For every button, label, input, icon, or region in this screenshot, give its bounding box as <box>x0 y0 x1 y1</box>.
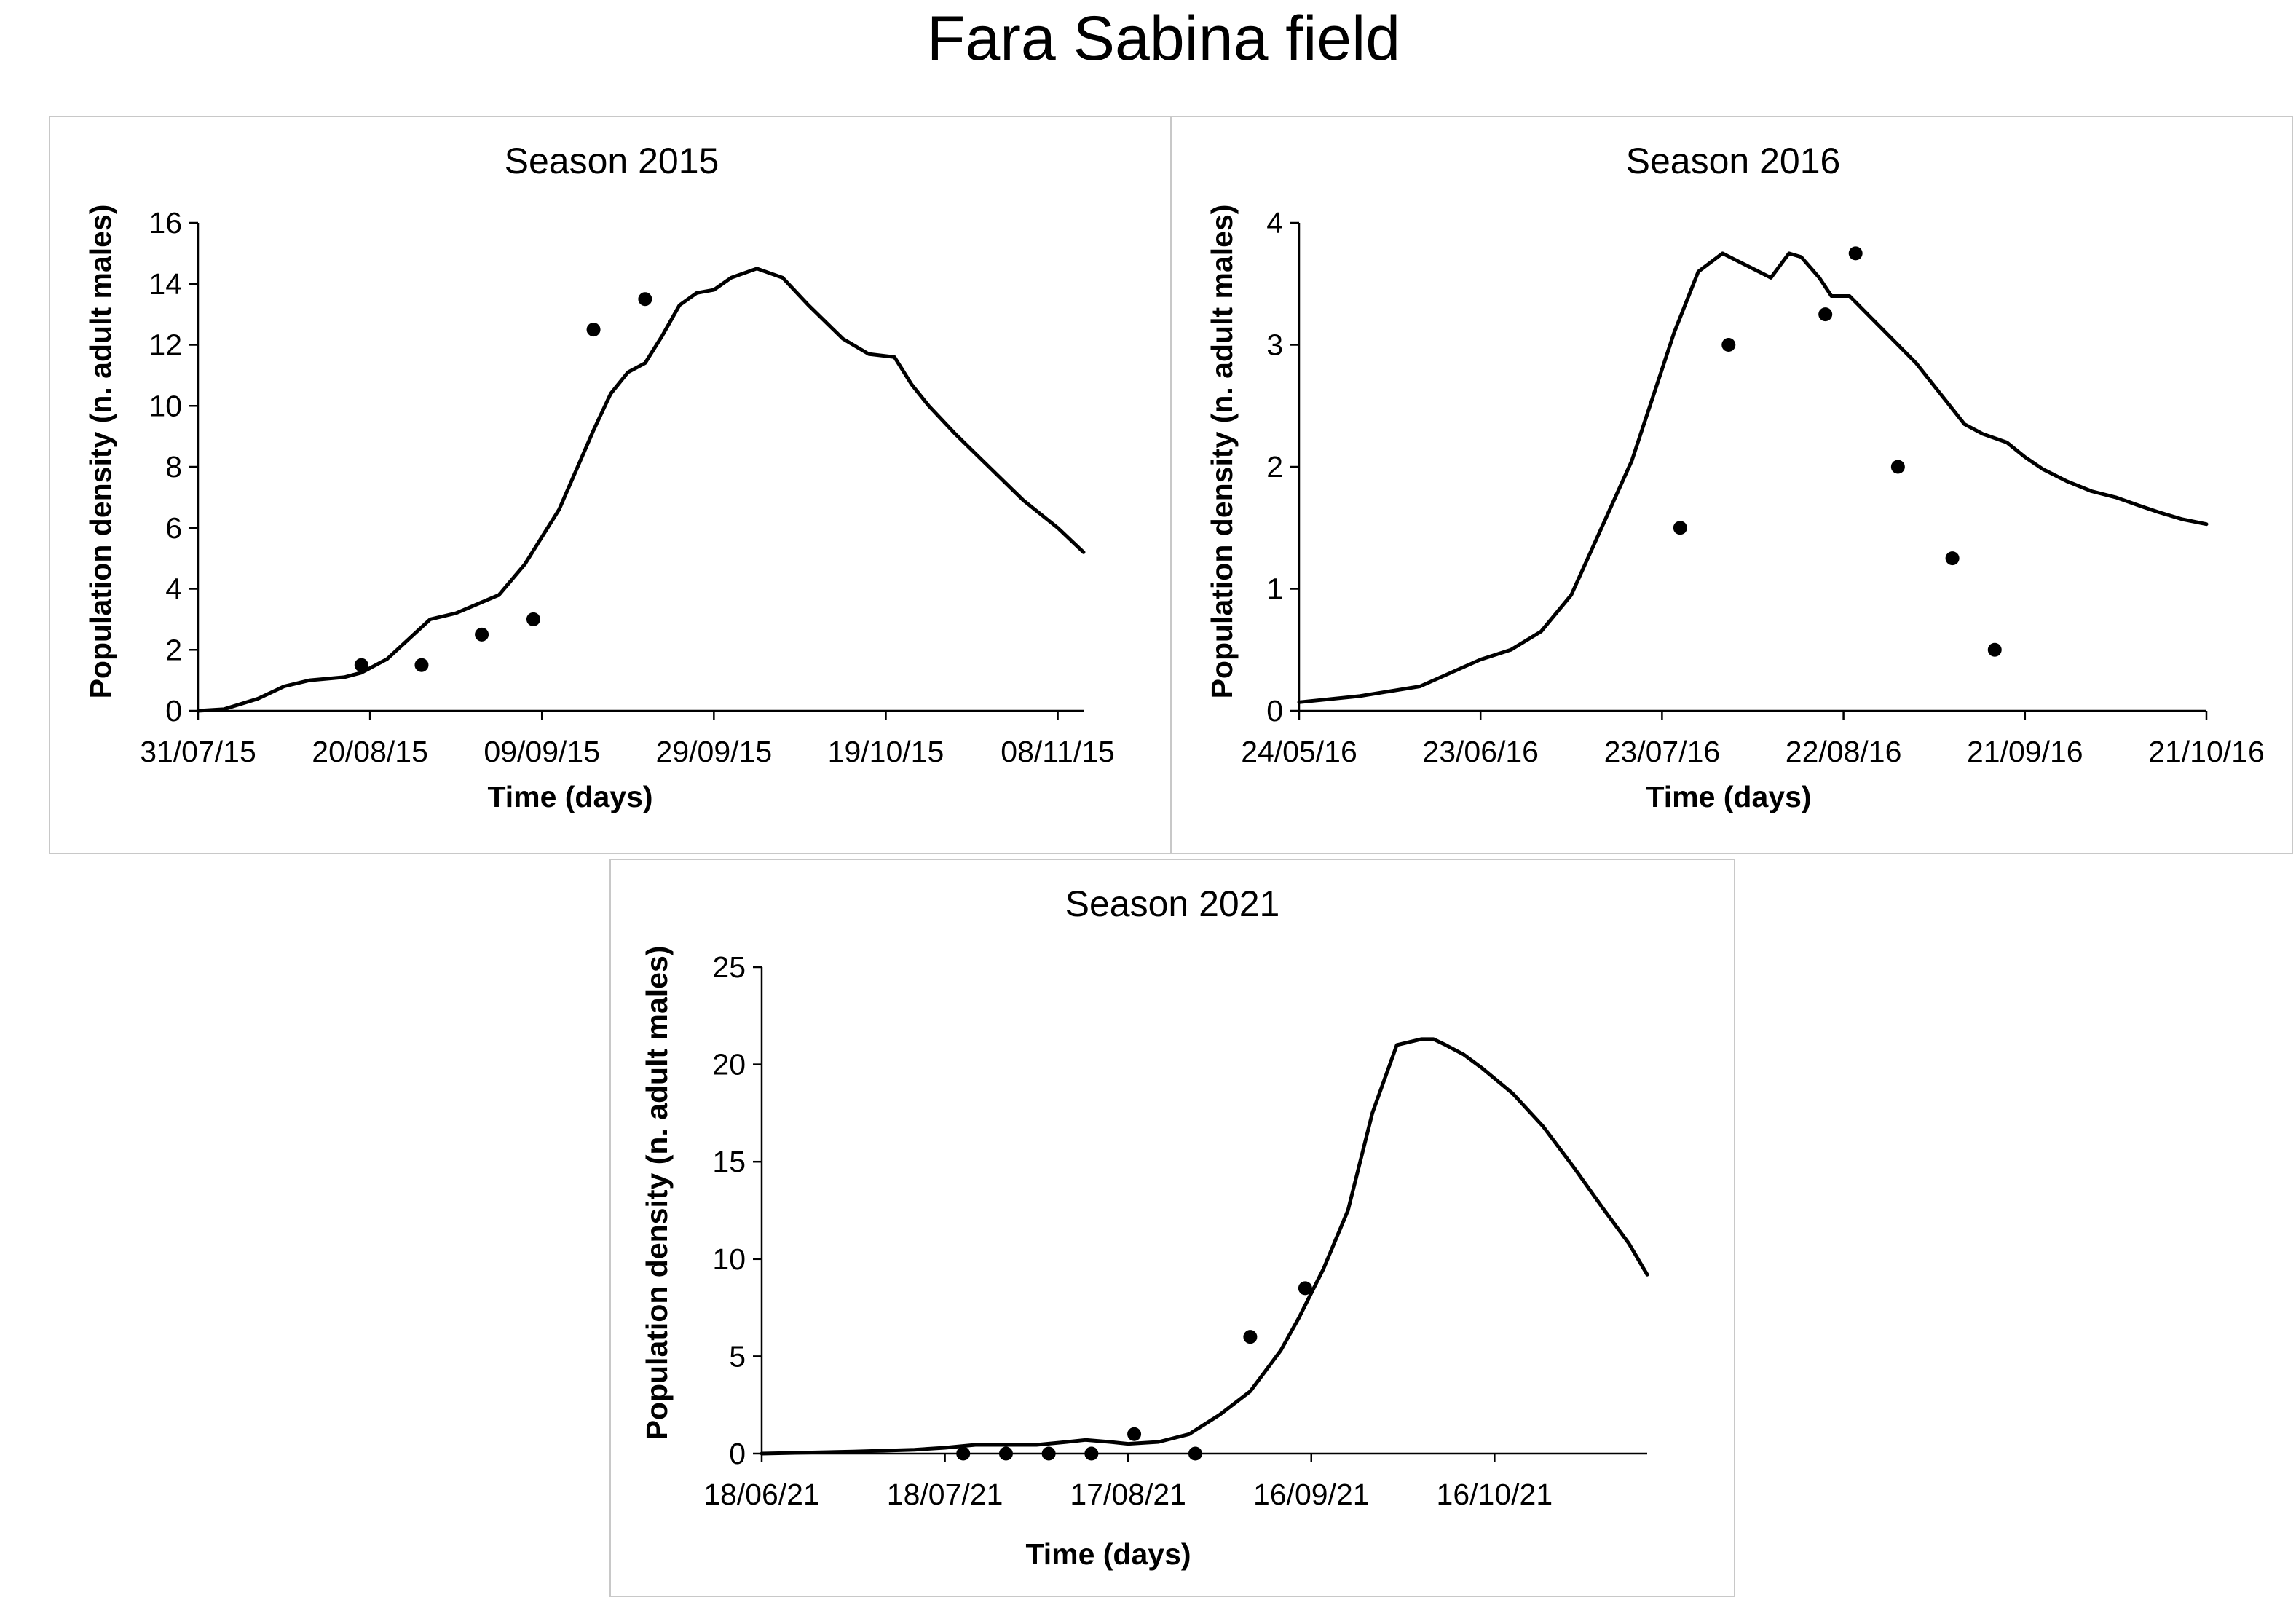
y-tick-label: 2 <box>165 633 182 666</box>
x-tick-label: 21/09/16 <box>1967 735 2083 768</box>
chart-frame <box>49 116 1172 854</box>
observed-point <box>1127 1427 1142 1441</box>
x-axis-label: Time (days) <box>487 780 652 813</box>
y-tick-label: 4 <box>1266 206 1283 240</box>
y-tick-label: 10 <box>712 1242 746 1276</box>
x-tick-label: 20/08/15 <box>312 735 428 768</box>
y-axis-label: Population density (n. adult males) <box>640 946 674 1440</box>
y-tick-label: 4 <box>165 572 182 606</box>
y-tick-label: 2 <box>1266 450 1283 484</box>
observed-point <box>1945 551 1960 566</box>
x-tick-label: 08/11/15 <box>1001 735 1115 768</box>
chart-panel-2021: Season 2021 Time (days) Population densi… <box>609 859 1735 1597</box>
observed-point <box>1298 1281 1312 1296</box>
chart-panel-2015: Season 2015 Time (days) Population densi… <box>49 116 1172 854</box>
x-tick-label: 17/08/21 <box>1070 1478 1186 1511</box>
plot-area: 0 5 10 15 20 25 18/06/21 18/07/21 17/08/21 16/09/… <box>703 950 1649 1511</box>
x-axis-label: Time (days) <box>1025 1537 1191 1571</box>
y-axis-label: Population density (n. adult males) <box>1205 205 1239 699</box>
observed-point <box>1987 642 2002 657</box>
y-tick-label: 3 <box>1266 328 1283 362</box>
y-tick-label: 14 <box>149 267 182 301</box>
y-tick-label: 5 <box>729 1339 746 1373</box>
observed-point <box>1243 1330 1258 1344</box>
chart-title: Season 2015 <box>505 141 719 181</box>
y-tick-label: 1 <box>1266 572 1283 606</box>
y-tick-label: 12 <box>149 328 182 362</box>
x-tick-label: 18/06/21 <box>703 1478 820 1511</box>
plot-area: 0 2 4 6 8 10 12 14 16 31/07/15 20/08/15 09/09/15 29/… <box>140 206 1115 768</box>
observed-point <box>475 627 489 642</box>
chart-title: Season 2021 <box>1065 883 1280 924</box>
observed-point <box>1041 1446 1056 1461</box>
x-tick-label: 19/10/15 <box>828 735 944 768</box>
observed-point <box>998 1446 1013 1461</box>
plot-area: 0 1 2 3 4 24/05/16 23/06/16 23/07/16 22/08/16 21/… <box>1241 206 2265 768</box>
x-tick-label: 16/09/21 <box>1253 1478 1370 1511</box>
observed-point <box>1084 1446 1099 1461</box>
observed-point <box>1721 338 1736 352</box>
model-line <box>760 1037 1649 1456</box>
x-tick-label: 21/10/16 <box>2148 735 2265 768</box>
observed-point <box>1673 521 1687 535</box>
y-tick-label: 0 <box>165 694 182 728</box>
x-tick-label: 29/09/15 <box>656 735 773 768</box>
x-tick-label: 18/07/21 <box>887 1478 1003 1511</box>
y-tick-label: 16 <box>149 206 182 240</box>
figure-title: Fara Sabina field <box>927 4 1400 74</box>
y-tick-label: 0 <box>729 1437 746 1470</box>
y-tick-label: 8 <box>165 450 182 484</box>
chart-frame <box>1170 116 2293 854</box>
x-tick-label: 23/07/16 <box>1604 735 1721 768</box>
model-line <box>1297 251 2209 704</box>
observed-point <box>1890 460 1905 474</box>
y-tick-label: 10 <box>149 389 182 422</box>
model-line <box>196 267 1086 713</box>
chart-panel-2016: Season 2016 Time (days) Population densi… <box>1170 116 2293 854</box>
y-tick-label: 25 <box>712 950 746 984</box>
observed-point <box>526 612 540 626</box>
observed-point <box>354 658 368 672</box>
y-tick-label: 6 <box>165 511 182 545</box>
x-tick-label: 23/06/16 <box>1422 735 1539 768</box>
observed-point <box>956 1446 971 1461</box>
observed-point <box>414 658 429 672</box>
x-tick-label: 31/07/15 <box>140 735 256 768</box>
y-tick-label: 15 <box>712 1145 746 1178</box>
x-tick-label: 24/05/16 <box>1241 735 1357 768</box>
y-tick-label: 0 <box>1266 694 1283 728</box>
y-axis-label: Population density (n. adult males) <box>84 205 117 699</box>
observed-point <box>1818 307 1833 322</box>
chart-title: Season 2016 <box>1626 141 1841 181</box>
observed-point <box>1188 1446 1202 1461</box>
observed-point <box>638 292 652 307</box>
observed-point <box>1848 246 1863 261</box>
x-tick-label: 16/10/21 <box>1437 1478 1553 1511</box>
x-tick-label: 09/09/15 <box>484 735 600 768</box>
chart-frame <box>609 859 1735 1597</box>
observed-point <box>586 323 601 337</box>
x-axis-label: Time (days) <box>1646 780 1811 813</box>
x-tick-label: 22/08/16 <box>1786 735 1902 768</box>
y-tick-label: 20 <box>712 1048 746 1081</box>
